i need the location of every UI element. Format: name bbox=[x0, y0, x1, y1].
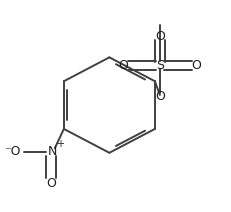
Text: O: O bbox=[155, 30, 165, 43]
Text: +: + bbox=[56, 139, 64, 149]
Text: O: O bbox=[119, 59, 128, 72]
Text: O: O bbox=[191, 59, 201, 72]
Text: O: O bbox=[46, 177, 56, 190]
Text: S: S bbox=[156, 59, 164, 72]
Text: N: N bbox=[47, 145, 57, 158]
Text: O: O bbox=[155, 90, 165, 103]
Text: ⁻O: ⁻O bbox=[4, 145, 21, 158]
